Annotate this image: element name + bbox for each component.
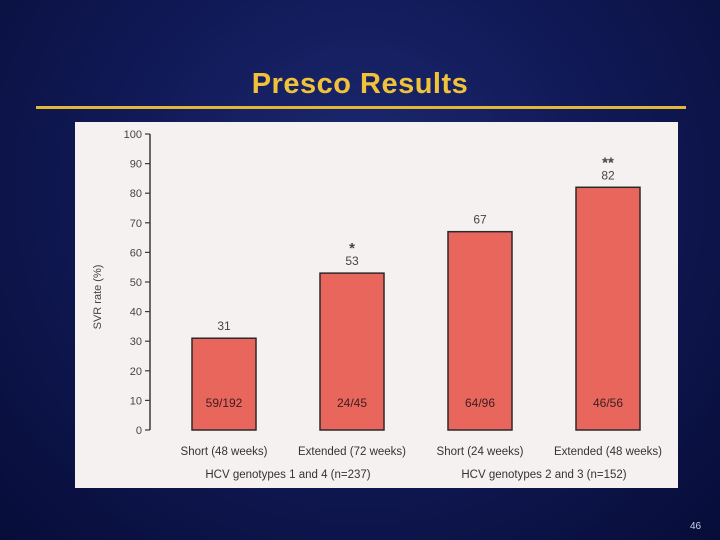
y-tick-label: 50 <box>130 277 142 289</box>
data-label: 31 <box>217 319 231 333</box>
svr-bar-chart: 0 10 20 30 40 50 60 70 80 90 100 SVR rate (%) 59/192… <box>92 129 662 481</box>
bar <box>191 337 257 431</box>
y-tick-label: 100 <box>124 129 142 141</box>
data-label: 53 <box>345 254 359 268</box>
bar <box>575 186 641 431</box>
significance-marker: ** <box>602 154 614 171</box>
y-tick-label: 60 <box>130 247 142 259</box>
bar-fraction-label: 46/56 <box>593 396 623 410</box>
page-number: 46 <box>690 521 702 532</box>
y-tick-label: 70 <box>130 218 142 230</box>
bar-fraction-label: 59/192 <box>206 396 243 410</box>
y-tick-label: 20 <box>130 366 142 378</box>
y-tick-label: 80 <box>130 188 142 200</box>
title-underline <box>36 106 686 109</box>
y-tick-label: 0 <box>136 425 142 437</box>
bar <box>319 272 385 431</box>
y-tick-label: 10 <box>130 395 142 407</box>
x-category-label: Short (24 weeks) <box>437 446 524 458</box>
slide-title: Presco Results <box>251 68 469 100</box>
y-axis-label: SVR rate (%) <box>92 265 104 330</box>
data-label: 82 <box>601 168 615 182</box>
x-category-label: Extended (72 weeks) <box>298 446 406 458</box>
data-label: 67 <box>473 213 487 227</box>
y-tick-label: 90 <box>130 159 142 171</box>
bar-fraction-label: 64/96 <box>465 396 495 410</box>
bar <box>447 230 513 431</box>
chart-panel: 0 10 20 30 40 50 60 70 80 90 100 SVR rate (%) 59/192… <box>75 122 678 488</box>
x-category-label: Extended (48 weeks) <box>554 446 662 458</box>
bar-fraction-label: 24/45 <box>337 396 367 410</box>
x-group-label: HCV genotypes 1 and 4 (n=237) <box>205 469 370 481</box>
significance-marker: * <box>349 240 355 257</box>
x-category-label: Short (48 weeks) <box>181 446 268 458</box>
y-tick-label: 40 <box>130 307 142 319</box>
x-group-label: HCV genotypes 2 and 3 (n=152) <box>461 469 626 481</box>
y-tick-label: 30 <box>130 336 142 348</box>
